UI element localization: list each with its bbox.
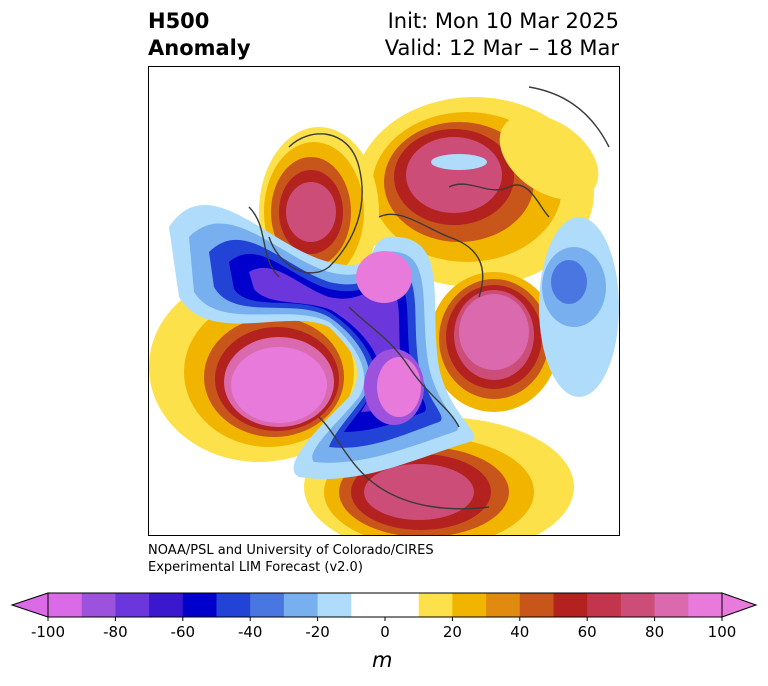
valid-range: Valid: 12 Mar – 18 Mar: [384, 36, 619, 60]
colorbar-swatch: [620, 593, 656, 617]
anomaly-low-central: [169, 204, 475, 479]
colorbar-swatch: [149, 593, 184, 617]
colorbar-tick-label: 0: [380, 623, 390, 640]
colorbar: -100 -80 -60 -40 -20 0 20 40 60 80 100: [10, 590, 760, 644]
anomaly-high-asia: [429, 272, 559, 412]
colorbar-unit: m: [372, 648, 393, 672]
anomaly-map: [148, 66, 620, 536]
anomaly-high-northeast: [499, 114, 599, 200]
colorbar-tick-label: 100: [708, 623, 737, 640]
colorbar-tick-label: 80: [645, 623, 664, 640]
colorbar-tick-label: -100: [31, 623, 65, 640]
colorbar-swatch: [81, 593, 116, 617]
colorbar-swatch: [688, 593, 723, 617]
colorbar-tick-label: 40: [510, 623, 529, 640]
colorbar-tick-label: 60: [578, 623, 597, 640]
colorbar-tick-label: 20: [443, 623, 462, 640]
credit-line-1: NOAA/PSL and University of Colorado/CIRE…: [148, 543, 434, 558]
colorbar-swatch: [250, 593, 285, 617]
anomaly-low-europe: [431, 154, 619, 397]
colorbar-swatch: [418, 593, 453, 617]
credit-text: NOAA/PSL and University of Colorado/CIRE…: [148, 542, 434, 576]
colorbar-tick-label: -60: [171, 623, 196, 640]
colorbar-swatch: [115, 593, 150, 617]
colorbar-tick-label: -40: [238, 623, 263, 640]
credit-line-2: Experimental LIM Forecast (v2.0): [148, 560, 363, 575]
colorbar-swatch: [283, 593, 319, 617]
init-date: Init: Mon 10 Mar 2025: [387, 9, 619, 33]
colorbar-swatch: [553, 593, 588, 617]
title-line-1: H500: [148, 9, 210, 33]
colorbar-swatch: [452, 593, 487, 617]
colorbar-tick-label: -20: [305, 623, 330, 640]
anomaly-high-atlantic: [149, 272, 369, 462]
colorbar-swatch: [216, 593, 251, 617]
colorbar-extend-min: [10, 592, 49, 618]
colorbar-swatch: [654, 593, 689, 617]
colorbar-swatch: [317, 593, 352, 617]
colorbar-tick-label: -80: [103, 623, 128, 640]
colorbar-extend-max: [721, 592, 758, 618]
forecast-dates: Init: Mon 10 Mar 2025 Valid: 12 Mar – 18…: [385, 8, 619, 62]
colorbar-swatch: [519, 593, 554, 617]
anomaly-high-greenland: [259, 127, 379, 297]
title-line-2: Anomaly: [148, 36, 251, 60]
colorbar-svg: -100 -80 -60 -40 -20 0 20 40 60 80 100: [10, 592, 758, 641]
colorbar-swatch: [48, 593, 83, 617]
colorbar-swatch: [351, 593, 386, 617]
map-canvas: [149, 86, 619, 535]
colorbar-swatch: [182, 593, 217, 617]
colorbar-swatch: [385, 593, 420, 617]
colorbar-swatch: [587, 593, 622, 617]
colorbar-swatch: [486, 593, 521, 617]
map-title: H500 Anomaly: [148, 8, 251, 62]
coastlines: [248, 86, 610, 510]
